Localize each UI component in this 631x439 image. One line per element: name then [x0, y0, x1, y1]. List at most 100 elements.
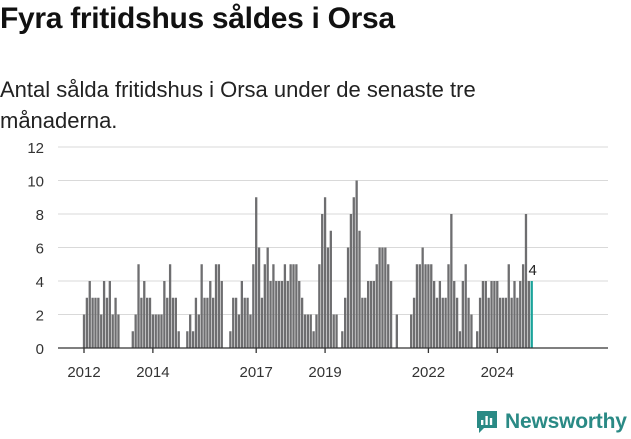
bar [200, 264, 203, 348]
bar [358, 230, 361, 348]
bar [318, 264, 321, 348]
bar [346, 247, 350, 348]
bar [470, 314, 473, 348]
bar [341, 331, 344, 348]
bar [464, 264, 467, 348]
bar [493, 281, 496, 348]
page-title: Fyra fritidshus såldes i Orsa [0, 2, 395, 35]
bar [476, 331, 479, 348]
bar [246, 297, 249, 348]
x-tick-label: 2014 [136, 364, 169, 381]
y-tick-label: 8 [36, 207, 44, 224]
bar [484, 281, 487, 348]
bar [191, 331, 195, 348]
bar [292, 264, 295, 348]
bar [220, 281, 223, 348]
y-tick-label: 0 [36, 341, 44, 358]
bar [94, 297, 97, 348]
bar [151, 314, 155, 348]
bar [255, 197, 258, 348]
bar [395, 314, 398, 348]
bar [329, 230, 332, 348]
bar [389, 281, 393, 348]
bar [453, 281, 456, 348]
bar [335, 314, 338, 348]
bar [160, 314, 163, 348]
bar [194, 297, 198, 348]
bar [461, 281, 464, 348]
bar [108, 281, 111, 348]
bar [499, 297, 502, 348]
bar [91, 297, 94, 348]
bar [171, 297, 175, 348]
bar [421, 247, 424, 348]
bar [85, 297, 89, 348]
bar [105, 297, 109, 348]
bar [435, 297, 439, 348]
bar [507, 264, 510, 348]
brand-name: Newsworthy [505, 410, 627, 433]
bar [366, 281, 370, 348]
bar [114, 297, 117, 348]
bar [527, 281, 530, 348]
bar [427, 264, 430, 348]
bar [140, 297, 143, 348]
bar [240, 281, 243, 348]
bar [260, 297, 264, 348]
bar [286, 281, 289, 348]
y-tick-label: 10 [27, 174, 44, 191]
bar [369, 281, 373, 348]
bar [100, 314, 103, 348]
bar [521, 264, 525, 348]
y-tick-label: 6 [36, 241, 44, 258]
bar [381, 247, 384, 348]
bar [306, 314, 310, 348]
bar [321, 214, 324, 348]
bar [275, 281, 278, 348]
bar [312, 331, 315, 348]
page-subtitle: Antal sålda fritidshus i Orsa under de s… [0, 77, 476, 133]
data-label-latest: 4 [529, 262, 537, 279]
newsworthy-brand: Newsworthy [475, 406, 627, 438]
bar [372, 281, 376, 348]
bar [197, 314, 200, 348]
x-tick-label: 2024 [481, 364, 514, 381]
bar [263, 264, 266, 348]
bar [163, 281, 166, 348]
bar [487, 297, 490, 348]
bar [214, 264, 218, 348]
bar [444, 297, 447, 348]
bar [88, 281, 91, 348]
bar [352, 197, 355, 348]
bar [278, 281, 281, 348]
bar [513, 281, 516, 348]
bar [266, 247, 269, 348]
bar [157, 314, 160, 348]
bar [289, 264, 292, 348]
bar [510, 297, 513, 348]
bar [249, 314, 252, 348]
bar [252, 264, 255, 348]
y-tick-label: 4 [36, 274, 44, 291]
bar [355, 180, 358, 348]
bar [229, 331, 232, 348]
bar [295, 264, 298, 348]
bar [298, 281, 301, 348]
bar [496, 281, 499, 348]
bar [243, 297, 246, 348]
bar [217, 264, 221, 348]
bar [232, 297, 235, 348]
bar [269, 281, 272, 348]
bar [410, 314, 413, 348]
bar [326, 247, 330, 348]
x-tick-label: 2019 [308, 364, 341, 381]
bar [303, 314, 307, 348]
bar [432, 281, 436, 348]
bar [344, 297, 347, 348]
bar [490, 281, 493, 348]
bar [364, 297, 367, 348]
bar [430, 264, 433, 348]
bar [501, 297, 505, 348]
bar [283, 264, 287, 348]
bar [415, 264, 419, 348]
